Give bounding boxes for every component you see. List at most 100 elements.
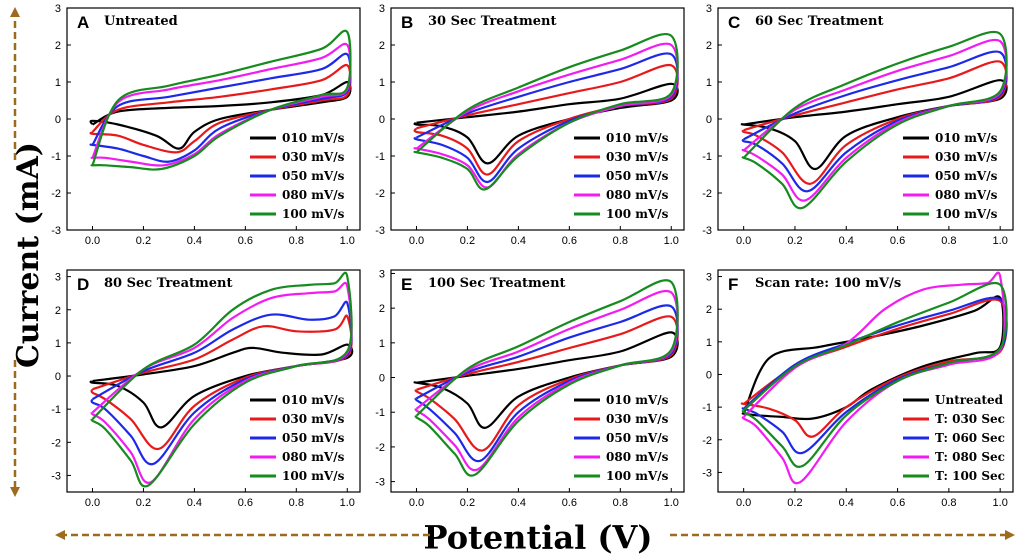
panel-title: Scan rate: 100 mV/s [755,276,901,291]
x-tick-label: 0.8 [941,497,956,509]
legend-label: 010 mV/s [282,393,345,407]
y-tick-label: -1 [702,402,712,414]
x-tick-label: 0.2 [787,235,802,247]
y-tick-label: 3 [379,268,385,280]
x-tick-label: 1.0 [340,235,355,247]
legend-label: T: 060 Sec [935,431,1005,445]
x-tick-label: 0.0 [85,497,100,509]
y-tick-label: 2 [55,40,61,52]
y-tick-label: 1 [55,77,61,89]
panel-d: 0.0 0.2 0.4 0.6 0.8 1.0 -3 -2 -1 0 1 2 3 D 80 Sec Trea… [51,269,361,509]
x-tick-label: 0.0 [85,235,100,247]
series-line [89,343,354,429]
y-tick-label: 3 [706,3,712,15]
x-tick-label: 0.4 [187,497,202,509]
legend-label: 080 mV/s [606,450,669,464]
y-tick-label: -2 [702,188,712,200]
plot-frame [390,269,685,493]
series-line [741,31,1008,210]
panel-title: 80 Sec Treatment [104,276,232,291]
y-tick-label: -2 [375,188,385,200]
y-tick-label: 0 [379,373,385,385]
series-line [414,279,679,477]
y-tick-label: 1 [379,338,385,350]
panel-a: 0.0 0.2 0.4 0.6 0.8 1.0 -3 -2 -1 0 1 2 3 A Untreated 01… [51,3,361,247]
y-tick-label: -1 [51,151,61,163]
legend-label: 100 mV/s [606,469,669,483]
legend-label: 100 mV/s [935,207,998,221]
x-tick-label: 1.0 [993,497,1008,509]
y-tick-label: -1 [702,151,712,163]
legend-label: T: 100 Sec [935,469,1005,483]
y-tick-label: -3 [702,225,712,237]
x-tick-label: 0.6 [890,235,905,247]
y-tick-label: 1 [706,77,712,89]
series-line [90,42,352,167]
legend-label: 080 mV/s [282,450,345,464]
legend-label: Untreated [935,393,1004,407]
y-tick-label: -1 [51,404,61,416]
y-tick-label: -3 [375,477,385,489]
x-tick-label: 0.8 [941,235,956,247]
x-tick-label: 0.4 [187,235,202,247]
panel-letter: A [77,13,89,32]
y-tick-label: 3 [55,3,61,15]
y-tick-label: 3 [706,272,712,284]
y-tick-label: -3 [375,225,385,237]
x-tick-label: 0.4 [839,497,854,509]
y-tick-label: 2 [379,40,385,52]
series-line [741,281,1008,468]
y-tick-label: 0 [706,369,712,381]
legend-label: 050 mV/s [282,431,345,445]
legend-label: 030 mV/s [282,150,345,164]
panel-title: 100 Sec Treatment [428,276,566,291]
series-line [413,42,679,189]
panel-letter: E [401,275,412,294]
x-tick-label: 0.6 [562,235,577,247]
legend-label: 050 mV/s [606,169,669,183]
legend-label: 050 mV/s [282,169,345,183]
panel-letter: D [77,275,89,294]
x-tick-label: 0.6 [562,497,577,509]
y-tick-label: 1 [706,337,712,349]
x-tick-label: 0.4 [511,497,526,509]
x-tick-label: 0.6 [238,235,253,247]
y-tick-label: -1 [375,151,385,163]
y-tick-label: 0 [706,114,712,126]
plot-frame [717,269,1014,493]
legend-label: 030 mV/s [606,150,669,164]
series-line [89,52,352,163]
series-line [89,80,352,150]
legend-label: 010 mV/s [935,131,998,145]
x-tick-label: 0.8 [289,235,304,247]
x-tick-label: 0.2 [136,235,151,247]
y-tick-label: 2 [55,305,61,317]
y-tick-label: -3 [51,470,61,482]
y-tick-label: -2 [702,435,712,447]
legend-label: 080 mV/s [935,188,998,202]
x-tick-label: 0.8 [289,497,304,509]
panel-title: 30 Sec Treatment [428,14,556,29]
series-line [90,29,352,171]
x-tick-label: 0.8 [613,235,628,247]
legend-label: T: 080 Sec [935,450,1005,464]
panel-title: 60 Sec Treatment [755,14,883,29]
panel-c: 0.0 0.2 0.4 0.6 0.8 1.0 -3 -2 -1 0 1 2 3 C 60 Sec Trea… [702,3,1014,247]
y-tick-label: -2 [375,442,385,454]
y-tick-label: 2 [379,303,385,315]
y-tick-label: -3 [51,225,61,237]
legend-label: 010 mV/s [282,131,345,145]
y-tick-label: 1 [55,338,61,350]
legend-label: 030 mV/s [606,412,669,426]
legend-label: 080 mV/s [606,188,669,202]
legend-label: T: 030 Sec [935,412,1005,426]
x-tick-label: 0.2 [460,497,475,509]
x-tick-label: 0.2 [136,497,151,509]
x-tick-label: 0.0 [409,497,424,509]
x-tick-label: 0.2 [460,235,475,247]
series-line [90,271,353,488]
series-line [89,63,352,154]
x-tick-label: 1.0 [664,235,679,247]
legend-label: 010 mV/s [606,131,669,145]
